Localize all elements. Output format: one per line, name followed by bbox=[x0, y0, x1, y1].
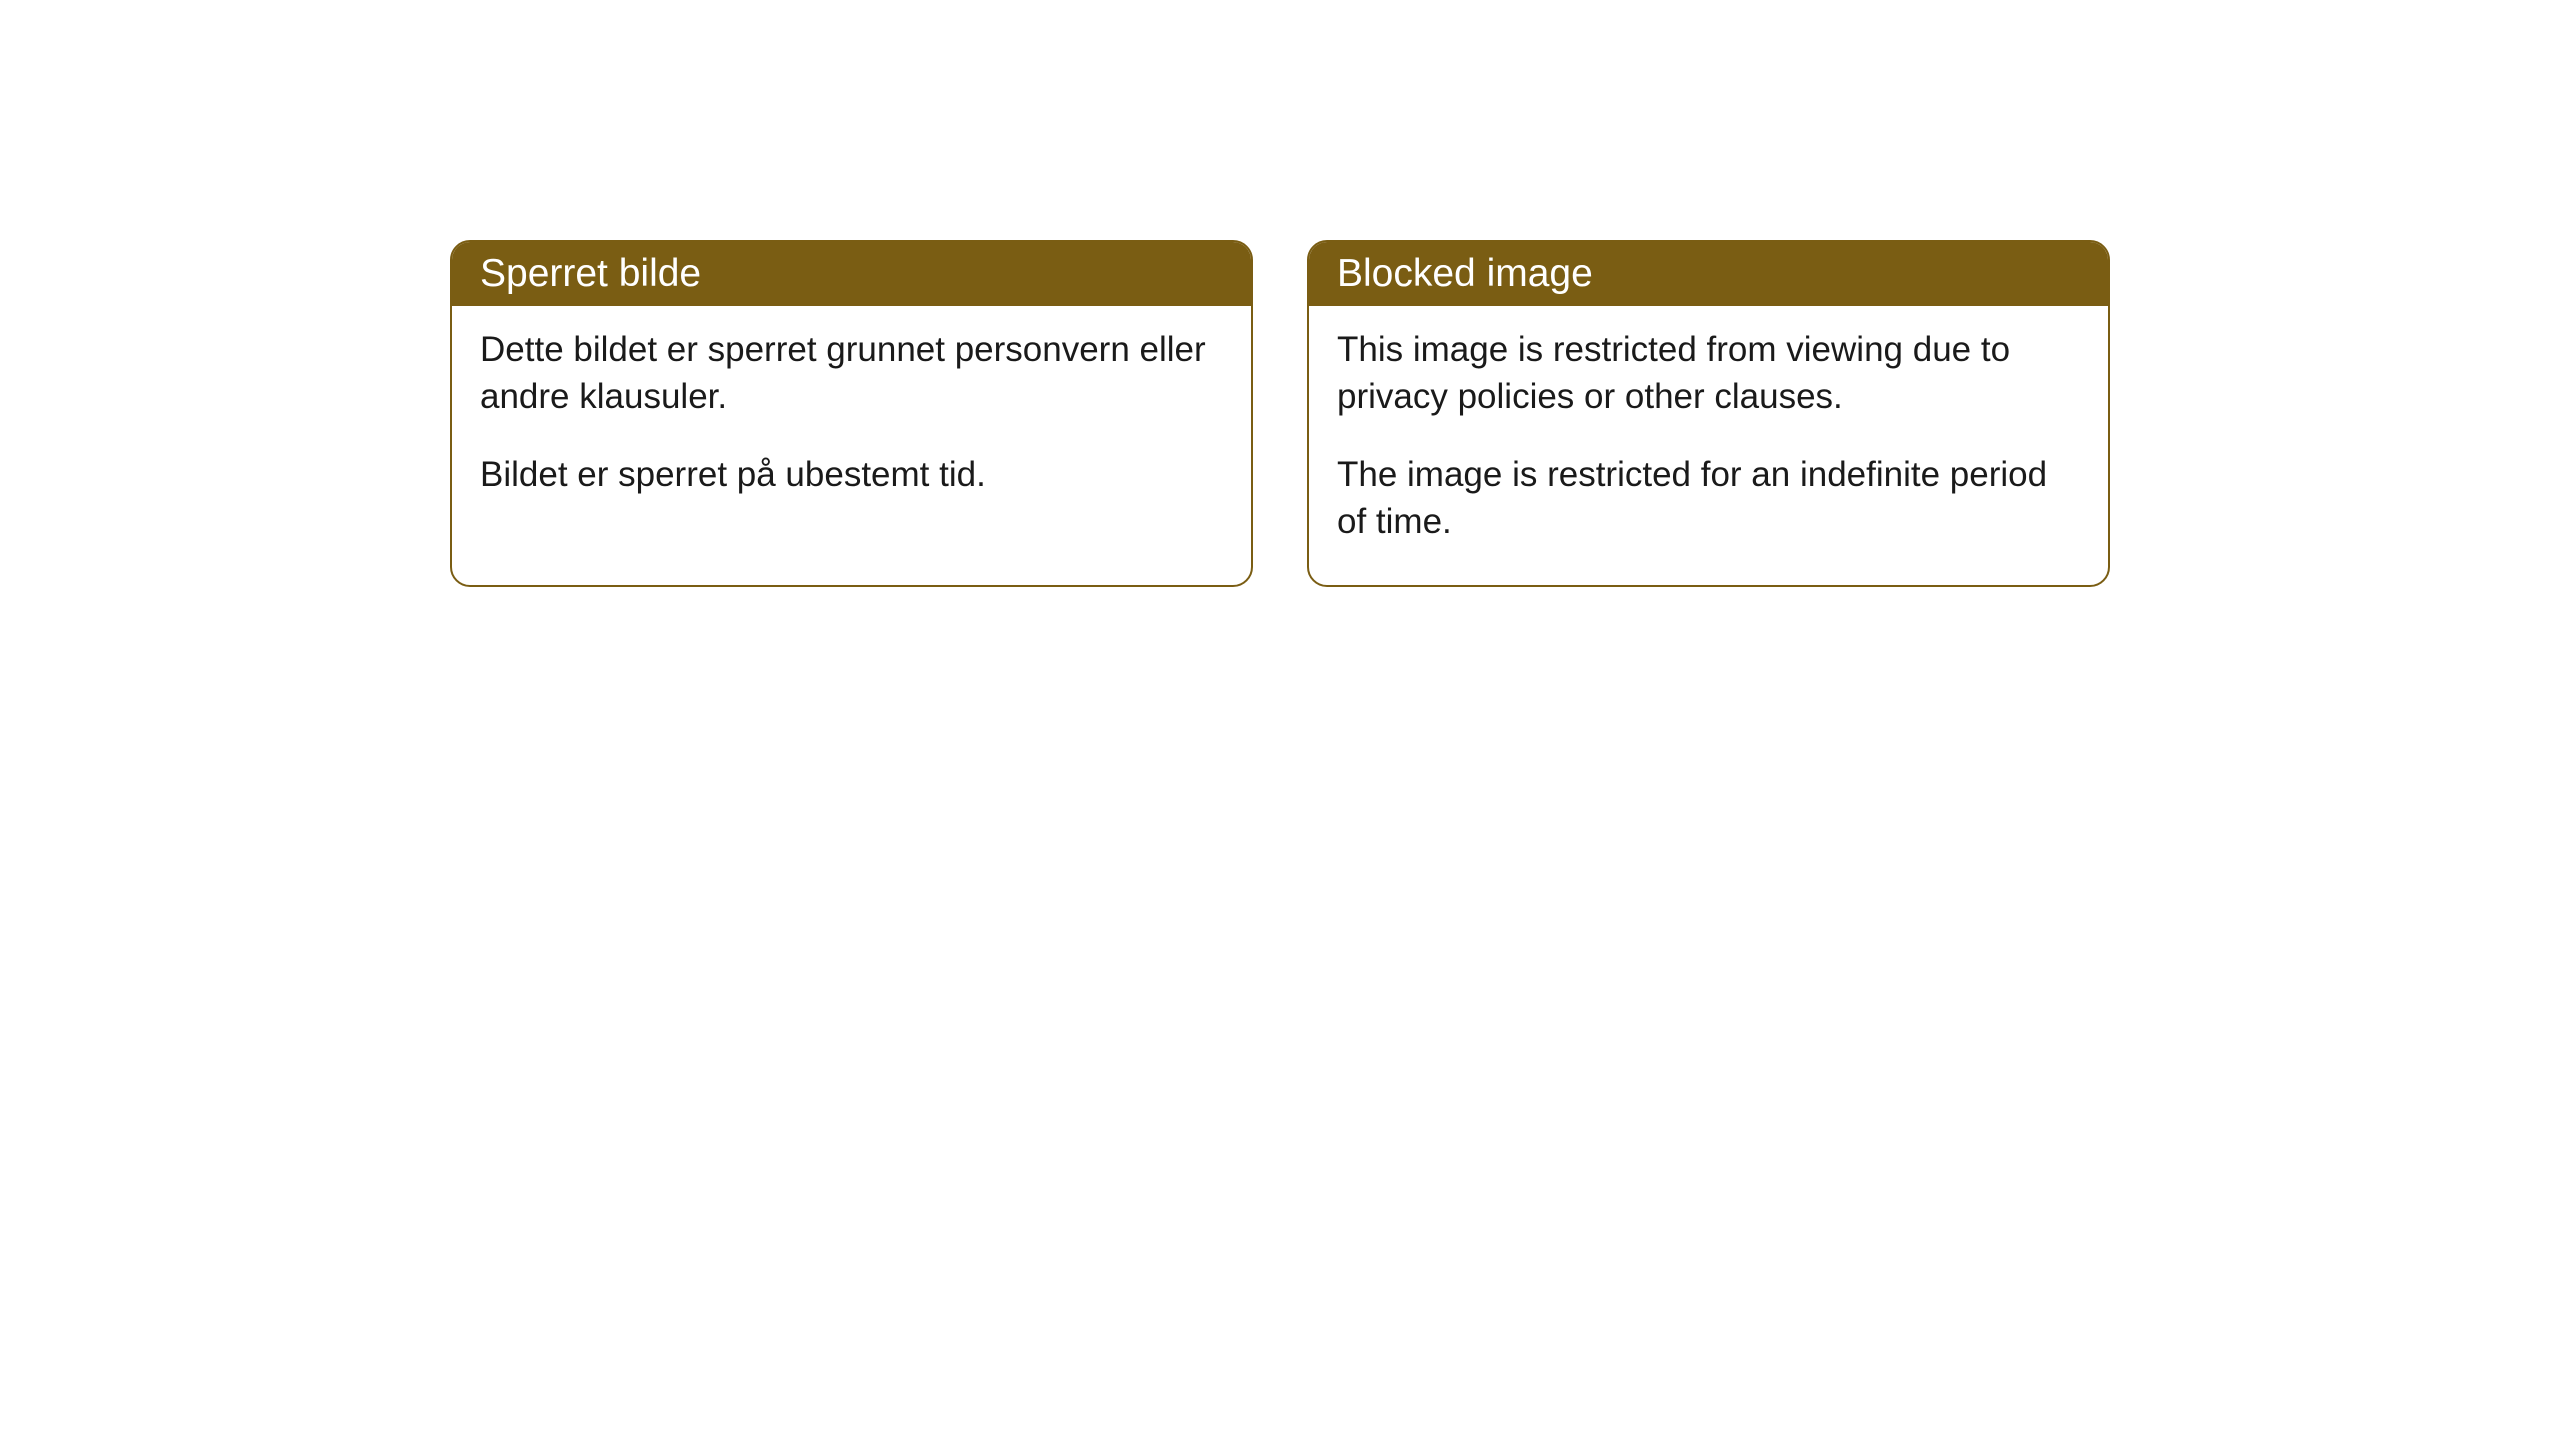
card-paragraph: This image is restricted from viewing du… bbox=[1337, 326, 2080, 421]
notice-card-norwegian: Sperret bilde Dette bildet er sperret gr… bbox=[450, 240, 1253, 587]
card-header: Blocked image bbox=[1309, 242, 2108, 306]
card-paragraph: The image is restricted for an indefinit… bbox=[1337, 451, 2080, 546]
card-paragraph: Bildet er sperret på ubestemt tid. bbox=[480, 451, 1223, 498]
card-title: Sperret bilde bbox=[480, 252, 701, 295]
notice-cards-container: Sperret bilde Dette bildet er sperret gr… bbox=[450, 240, 2110, 587]
notice-card-english: Blocked image This image is restricted f… bbox=[1307, 240, 2110, 587]
card-title: Blocked image bbox=[1337, 252, 1593, 295]
card-paragraph: Dette bildet er sperret grunnet personve… bbox=[480, 326, 1223, 421]
card-body: Dette bildet er sperret grunnet personve… bbox=[452, 306, 1251, 538]
card-body: This image is restricted from viewing du… bbox=[1309, 306, 2108, 585]
card-header: Sperret bilde bbox=[452, 242, 1251, 306]
